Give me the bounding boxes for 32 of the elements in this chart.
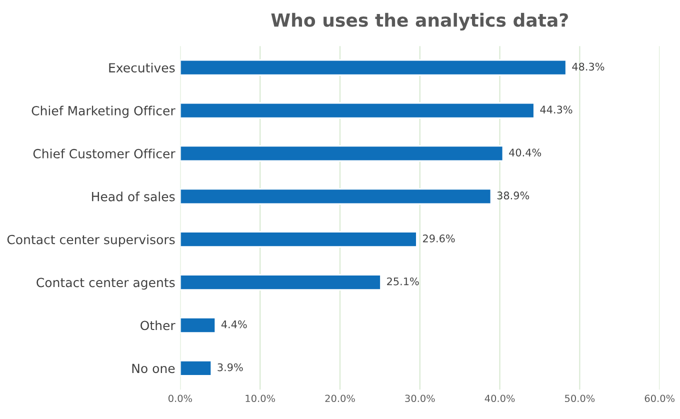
bar [180,59,567,76]
y-tick-label: Chief Customer Officer [33,148,176,158]
x-tick-label: 20.0% [325,394,355,402]
data-label: 29.6% [423,234,455,242]
data-label: 25.1% [387,277,419,286]
data-label: 40.4% [509,148,542,156]
bar [180,102,535,119]
y-tick-label: Contact center supervisors [7,234,175,247]
y-tick-label: No one [132,364,175,374]
bar [180,145,504,162]
data-label: 3.9% [218,363,243,372]
y-tick-label: Other [140,320,176,330]
y-tick-label: Head of sales [92,192,175,202]
y-tick-label: Chief Marketing Officer [32,106,176,118]
bar [180,317,216,334]
bar [180,360,212,376]
data-label: 4.4% [221,320,247,328]
data-label: 38.9% [497,192,530,200]
x-tick-label: 0.0% [168,394,192,402]
chart-title: Who uses the analytics data? [271,12,568,31]
x-tick-label: 50.0% [565,394,595,402]
data-label: 44.3% [540,106,572,114]
bar [180,188,492,205]
x-tick-label: 40.0% [484,394,515,402]
x-tick-label: 10.0% [246,394,276,402]
data-label: 48.3% [572,62,604,71]
x-tick-label: 60.0% [644,394,675,402]
bar [180,274,382,291]
bar [180,231,418,248]
x-tick-label: 30.0% [405,394,435,402]
y-tick-label: Executives [109,62,175,72]
y-tick-label: Contact center agents [36,278,175,290]
